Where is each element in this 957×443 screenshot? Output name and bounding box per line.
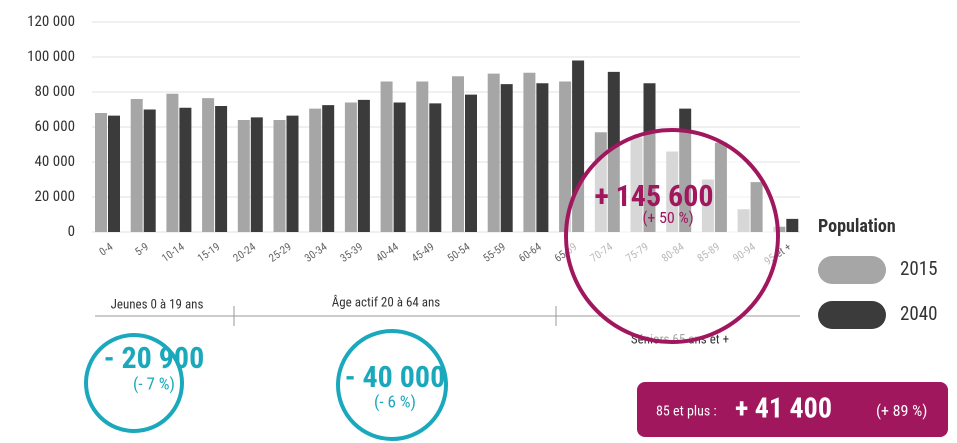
bar	[500, 84, 513, 232]
bar	[523, 72, 536, 232]
bar	[309, 108, 322, 232]
bar	[166, 93, 179, 232]
x-tick-label: 50-54	[445, 240, 473, 265]
bar	[215, 106, 228, 232]
y-tick-label: 60 000	[35, 117, 75, 135]
highlight-label: 85 et plus :	[656, 404, 717, 420]
highlight-value: + 41 400	[735, 391, 832, 424]
bar	[429, 103, 442, 232]
x-tick-label: 40-44	[374, 240, 402, 265]
group-circle	[84, 333, 184, 433]
bar	[393, 102, 406, 232]
bar	[143, 109, 156, 232]
y-tick-label: 20 000	[35, 187, 75, 205]
bar	[179, 107, 192, 232]
legend-swatch	[818, 256, 886, 284]
x-tick-label: 0-4	[97, 240, 116, 259]
bar	[237, 120, 250, 232]
bar	[95, 113, 107, 232]
bar	[380, 81, 393, 232]
bar	[202, 98, 215, 232]
bar	[357, 99, 370, 232]
group-pct: (+ 50 %)	[642, 208, 693, 227]
highlight-pct: (+ 89 %)	[876, 401, 927, 420]
bar	[786, 218, 799, 232]
group-pct: (- 6 %)	[374, 392, 416, 412]
y-tick-label: 80 000	[35, 82, 75, 100]
group-value: - 20 900	[104, 341, 204, 376]
bar	[130, 99, 143, 232]
bar	[452, 76, 464, 232]
x-tick-label: 55-59	[481, 240, 508, 265]
highlight-box	[637, 382, 948, 437]
bar	[559, 81, 572, 232]
y-tick-label: 0	[68, 222, 75, 240]
x-tick-label: 15-19	[195, 240, 222, 265]
y-tick-label: 40 000	[35, 152, 75, 170]
bar	[487, 73, 500, 232]
x-tick-label: 45-49	[409, 240, 436, 265]
group-circle	[336, 329, 448, 441]
bar	[465, 94, 477, 232]
group-value: - 40 000	[345, 360, 445, 395]
bar	[286, 115, 299, 232]
bar	[344, 102, 357, 232]
legend-title: Population	[818, 216, 896, 237]
legend-label: 2015	[900, 257, 938, 280]
x-tick-label: 5-9	[132, 240, 151, 258]
group-pct: (- 7 %)	[133, 374, 175, 394]
x-tick-label: 20-24	[231, 240, 259, 265]
bar	[250, 117, 263, 232]
bar	[536, 83, 549, 232]
group-label: Jeunes 0 à 19 ans	[111, 297, 204, 312]
y-tick-label: 120 000	[27, 12, 75, 30]
bar	[322, 105, 335, 232]
group-label: Âge actif 20 à 64 ans	[332, 294, 441, 310]
x-tick-label: 25-29	[266, 240, 293, 265]
bar	[416, 81, 429, 232]
legend-swatch	[818, 301, 886, 329]
y-tick-label: 100 000	[27, 47, 75, 65]
bar	[108, 115, 120, 232]
group-circle	[564, 128, 780, 344]
x-tick-label: 35-39	[338, 240, 365, 265]
bar	[273, 120, 286, 232]
x-tick-label: 10-14	[159, 240, 187, 265]
x-tick-label: 60-64	[516, 240, 544, 265]
legend-label: 2040	[900, 302, 938, 325]
group-value: + 145 600	[594, 179, 713, 214]
x-tick-label: 30-34	[302, 240, 330, 265]
